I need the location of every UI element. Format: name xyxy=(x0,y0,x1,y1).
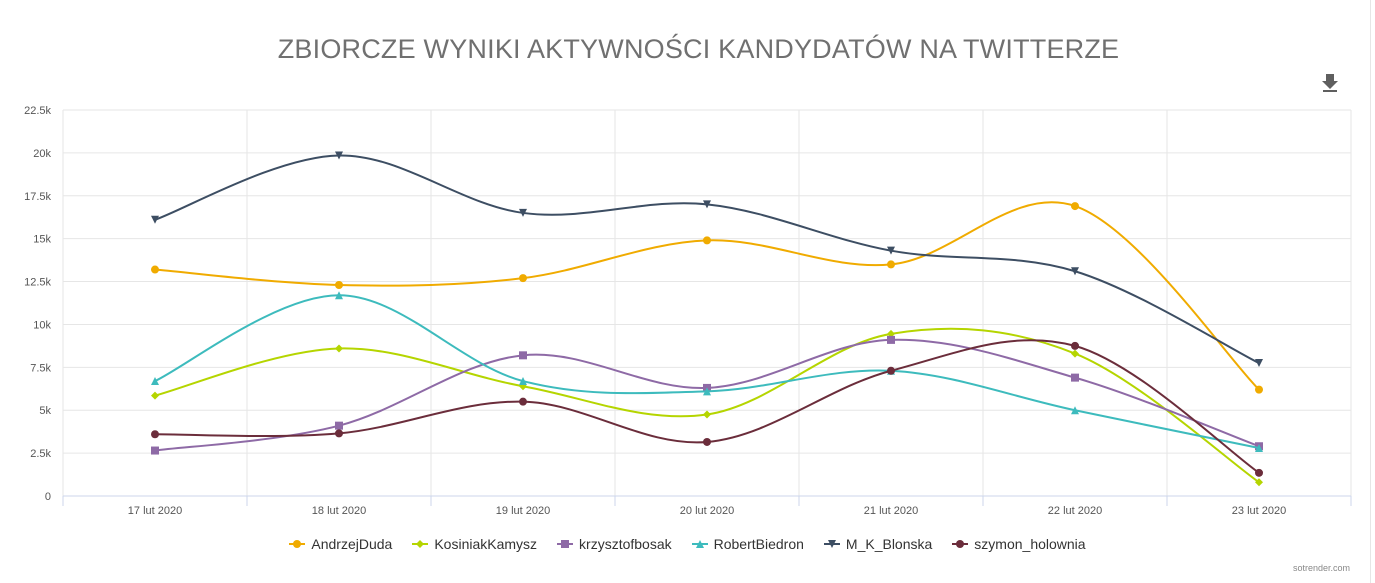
data-point-M_K_Blonska xyxy=(151,215,159,224)
data-point-AndrzejDuda xyxy=(151,265,159,274)
data-point-M_K_Blonska xyxy=(519,208,527,217)
data-point-RobertBiedron xyxy=(519,377,527,386)
data-point-szymon_holownia xyxy=(703,437,711,446)
data-point-RobertBiedron xyxy=(1071,406,1079,415)
x-tick-label: 20 lut 2020 xyxy=(680,505,734,517)
legend-label: AndrzejDuda xyxy=(311,536,393,552)
data-point-RobertBiedron xyxy=(335,291,343,300)
series-line-M_K_Blonska xyxy=(154,154,1260,364)
data-point-M_K_Blonska xyxy=(887,246,895,255)
data-point-szymon_holownia xyxy=(151,430,159,439)
y-tick-label: 15k xyxy=(33,234,51,246)
legend-label: szymon_holownia xyxy=(974,536,1086,552)
x-tick-label: 17 lut 2020 xyxy=(128,505,182,517)
chart-title: ZBIORCZE WYNIKI AKTYWNOŚCI KANDYDATÓW NA… xyxy=(277,34,1120,64)
legend-item-KosiniakKamysz[interactable]: KosiniakKamysz xyxy=(412,536,537,552)
data-point-RobertBiedron xyxy=(1255,443,1263,452)
data-point-AndrzejDuda xyxy=(519,274,527,283)
y-tick-label: 5k xyxy=(39,405,51,417)
data-point-szymon_holownia xyxy=(335,429,343,438)
credit-text: sotrender.com xyxy=(1292,563,1350,573)
legend-symbol-icon xyxy=(823,540,840,548)
y-tick-label: 17.5k xyxy=(24,191,51,203)
data-point-krzysztofbosak xyxy=(1071,373,1079,382)
data-point-AndrzejDuda xyxy=(887,260,895,269)
legend-item-krzysztofbosak[interactable]: krzysztofbosak xyxy=(557,536,672,552)
data-point-RobertBiedron xyxy=(151,377,159,386)
legend-label: krzysztofbosak xyxy=(579,536,672,552)
data-point-szymon_holownia xyxy=(1071,341,1079,350)
legend-symbol-icon xyxy=(691,540,708,548)
data-point-KosiniakKamysz xyxy=(703,410,711,419)
x-tick-label: 22 lut 2020 xyxy=(1048,505,1102,517)
data-point-KosiniakKamysz xyxy=(151,391,159,400)
y-tick-label: 10k xyxy=(33,319,51,331)
y-tick-label: 0 xyxy=(45,491,51,503)
data-point-M_K_Blonska xyxy=(703,200,711,209)
data-point-M_K_Blonska xyxy=(1255,359,1263,368)
legend-symbol-icon xyxy=(289,540,306,548)
data-point-szymon_holownia xyxy=(1255,468,1263,477)
data-point-AndrzejDuda xyxy=(1071,202,1079,211)
data-point-AndrzejDuda xyxy=(703,236,711,245)
legend-item-RobertBiedron[interactable]: RobertBiedron xyxy=(691,536,804,552)
data-point-szymon_holownia xyxy=(519,397,527,406)
data-point-AndrzejDuda xyxy=(335,280,343,289)
data-point-M_K_Blonska xyxy=(335,151,343,160)
chart-legend: AndrzejDuda KosiniakKamysz krzysztofbosak R… xyxy=(0,536,1375,552)
data-point-krzysztofbosak xyxy=(335,421,343,430)
data-point-krzysztofbosak xyxy=(151,446,159,455)
legend-item-AndrzejDuda[interactable]: AndrzejDuda xyxy=(289,536,392,552)
x-tick-label: 19 lut 2020 xyxy=(496,505,550,517)
y-tick-label: 22.5k xyxy=(24,105,51,117)
x-tick-label: 18 lut 2020 xyxy=(312,505,366,517)
data-point-KosiniakKamysz xyxy=(1255,478,1263,487)
legend-symbol-icon xyxy=(952,540,969,548)
panel-border xyxy=(1370,0,1371,583)
legend-label: RobertBiedron xyxy=(713,536,804,552)
data-point-KosiniakKamysz xyxy=(887,329,895,338)
y-tick-label: 2.5k xyxy=(30,448,51,460)
data-point-krzysztofbosak xyxy=(519,351,527,360)
legend-label: KosiniakKamysz xyxy=(434,536,538,552)
series-line-RobertBiedron xyxy=(154,294,1260,449)
legend-label: M_K_Blonska xyxy=(845,536,933,552)
data-point-AndrzejDuda xyxy=(1255,385,1263,394)
legend-item-M_K_Blonska[interactable]: M_K_Blonska xyxy=(823,536,933,552)
download-icon-glyph xyxy=(1322,74,1338,92)
data-point-KosiniakKamysz xyxy=(335,344,343,353)
data-point-krzysztofbosak xyxy=(887,335,895,344)
data-point-RobertBiedron xyxy=(703,387,711,396)
data-point-M_K_Blonska xyxy=(1071,267,1079,276)
y-tick-label: 7.5k xyxy=(30,362,51,374)
x-tick-label: 21 lut 2020 xyxy=(864,505,918,517)
download-icon[interactable] xyxy=(1318,70,1342,94)
data-point-KosiniakKamysz xyxy=(1071,349,1079,358)
legend-symbol-icon xyxy=(557,540,574,548)
y-tick-label: 12.5k xyxy=(24,277,51,289)
y-tick-label: 20k xyxy=(33,148,51,160)
legend-item-szymon_holownia[interactable]: szymon_holownia xyxy=(952,536,1086,552)
x-tick-label: 23 lut 2020 xyxy=(1232,505,1286,517)
legend-symbol-icon xyxy=(412,540,429,548)
data-point-szymon_holownia xyxy=(887,366,895,375)
